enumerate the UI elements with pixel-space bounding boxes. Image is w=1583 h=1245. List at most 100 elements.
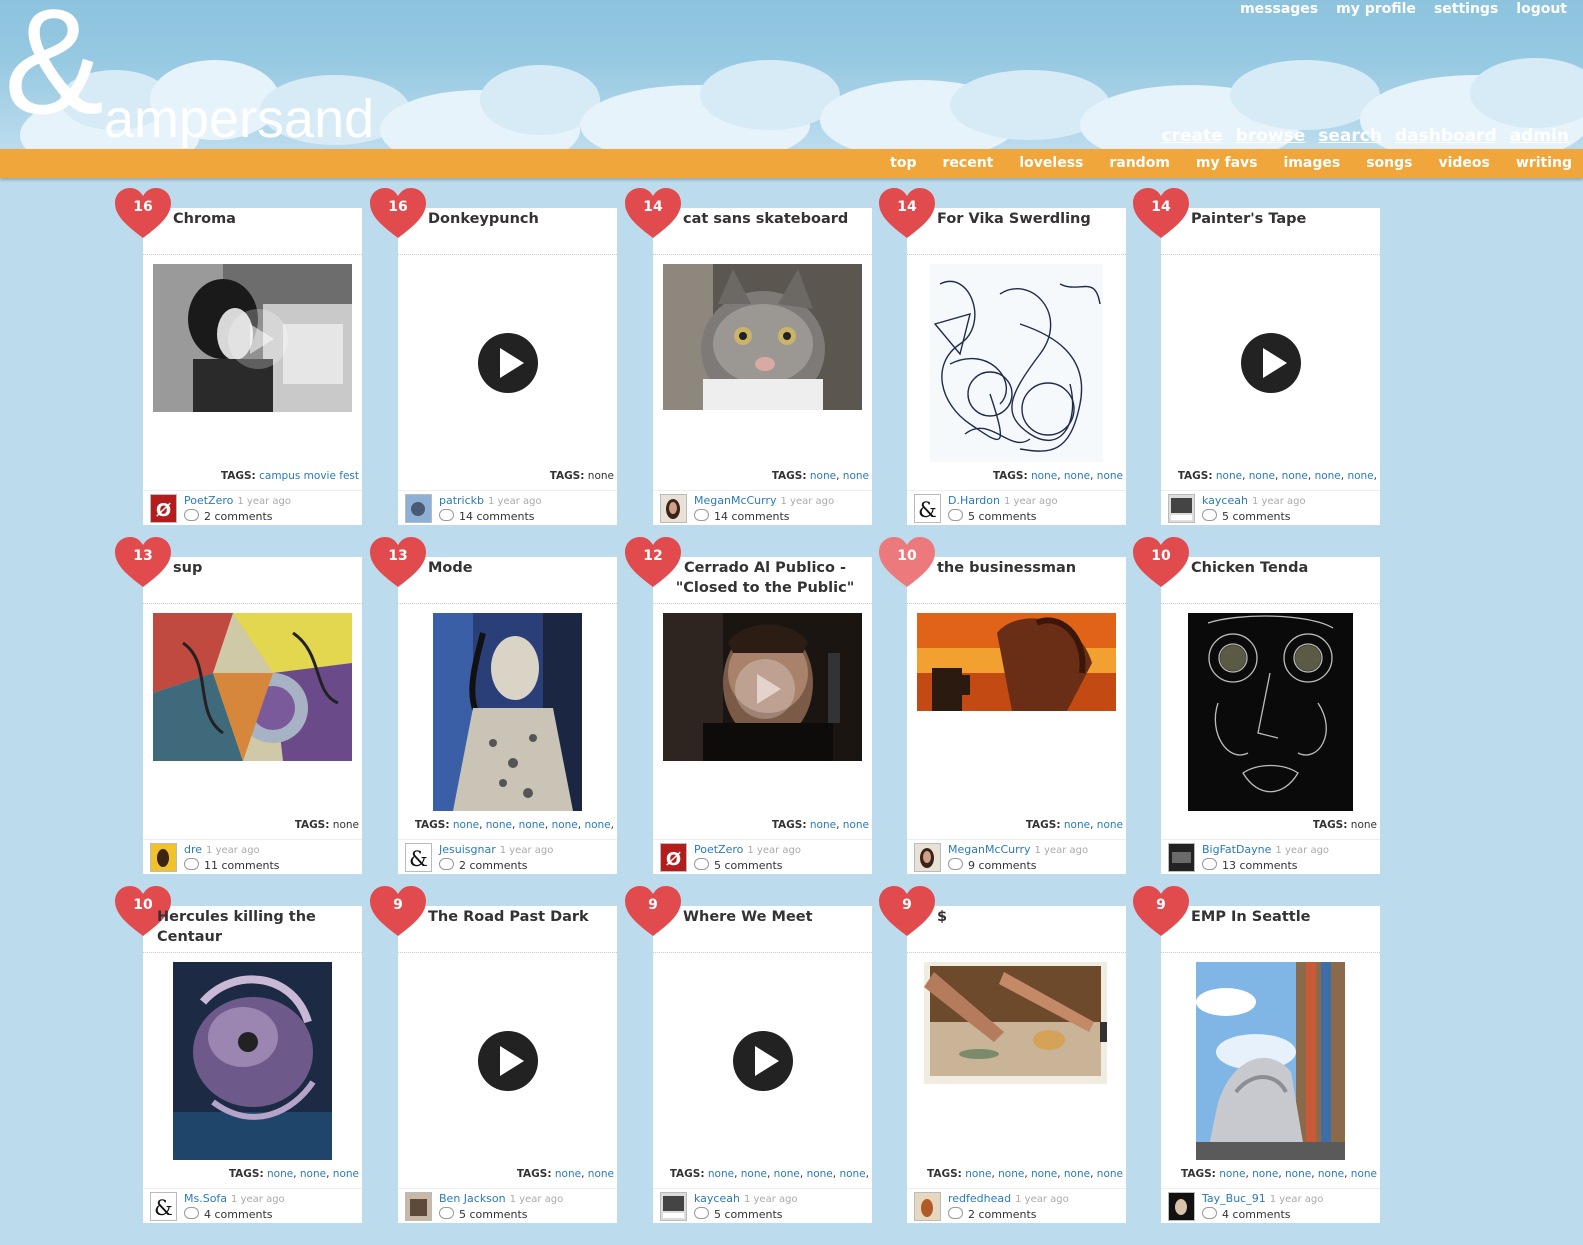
author-link[interactable]: Tay_Buc_91 bbox=[1202, 1192, 1266, 1205]
post-title[interactable]: Chroma bbox=[173, 211, 236, 227]
like-heart-icon[interactable]: 16 bbox=[368, 188, 428, 240]
author-link[interactable]: patrickb bbox=[439, 494, 485, 507]
play-overlay-icon[interactable] bbox=[735, 659, 795, 719]
post-card[interactable]: 16 Donkeypunch TAGS: none patrickb 1 year ag… bbox=[370, 188, 617, 525]
tag-link[interactable]: none bbox=[485, 819, 512, 831]
post-thumbnail[interactable] bbox=[153, 264, 352, 412]
comments-link[interactable]: 2 comments bbox=[439, 858, 528, 872]
post-card[interactable]: 14 Painter's Tape TAGS: none, none, none, … bbox=[1133, 188, 1380, 525]
nav-settings[interactable]: settings bbox=[1433, 1, 1499, 17]
tag-link[interactable]: none bbox=[1031, 1168, 1058, 1180]
post-thumbnail[interactable] bbox=[930, 264, 1103, 462]
author-link[interactable]: PoetZero bbox=[694, 843, 744, 856]
tag-link[interactable]: none bbox=[332, 1168, 359, 1180]
avatar[interactable]: & bbox=[150, 1192, 177, 1221]
author-link[interactable]: redfedhead bbox=[948, 1192, 1012, 1205]
post-card[interactable]: 9 $ TAGS: none, none, none, none, none redf… bbox=[879, 886, 1126, 1223]
play-button-icon[interactable] bbox=[733, 1031, 793, 1091]
comments-link[interactable]: 5 comments bbox=[694, 858, 783, 872]
like-heart-icon[interactable]: 10 bbox=[113, 886, 173, 938]
nav-dashboard[interactable]: dashboard bbox=[1394, 126, 1497, 146]
tag-link[interactable]: campus movie fest bbox=[259, 470, 359, 482]
post-title[interactable]: Chicken Tenda bbox=[1191, 560, 1309, 576]
comments-link[interactable]: 5 comments bbox=[1202, 509, 1291, 523]
tag-link[interactable]: none bbox=[587, 1168, 614, 1180]
like-heart-icon[interactable]: 9 bbox=[623, 886, 683, 938]
comments-link[interactable]: 13 comments bbox=[1202, 858, 1298, 872]
tag-link[interactable]: none bbox=[1063, 1168, 1091, 1180]
comments-link[interactable]: 2 comments bbox=[948, 1207, 1037, 1221]
nav-create[interactable]: create bbox=[1161, 126, 1223, 146]
comments-link[interactable]: 14 comments bbox=[694, 509, 790, 523]
author-link[interactable]: Ms.Sofa bbox=[184, 1192, 228, 1205]
post-title[interactable]: Donkeypunch bbox=[428, 211, 539, 227]
post-card[interactable]: 16 Chroma TAGS: campus movie fest Ø PoetZero… bbox=[115, 188, 362, 525]
post-title[interactable]: sup bbox=[173, 560, 203, 576]
post-thumbnail[interactable] bbox=[663, 613, 862, 761]
post-card[interactable]: 13 Mode TAGS: none, none, none, none, none… bbox=[370, 537, 617, 874]
filter-songs[interactable]: songs bbox=[1366, 155, 1413, 171]
tag-link[interactable]: none bbox=[809, 470, 837, 482]
post-card[interactable]: 14 cat sans skateboard TAGS: none, none Meg… bbox=[625, 188, 872, 525]
author-link[interactable]: kayceah bbox=[694, 1192, 740, 1205]
filter-recent[interactable]: recent bbox=[942, 155, 994, 171]
post-title[interactable]: For Vika Swerdling bbox=[937, 211, 1091, 227]
tag-link[interactable]: none bbox=[1314, 470, 1341, 482]
avatar[interactable] bbox=[660, 494, 687, 523]
comments-link[interactable]: 9 comments bbox=[948, 858, 1037, 872]
avatar[interactable] bbox=[405, 494, 432, 523]
post-thumbnail[interactable] bbox=[1188, 613, 1353, 811]
post-title[interactable]: cat sans skateboard bbox=[683, 211, 849, 227]
post-card[interactable]: 10 Chicken Tenda TAGS: none BigFatDayne 1 ye… bbox=[1133, 537, 1380, 874]
post-card[interactable]: 9 EMP In Seattle TAGS: none, none, none, n… bbox=[1133, 886, 1380, 1223]
logo-wordmark[interactable]: ampersand bbox=[104, 89, 375, 149]
post-title[interactable]: Hercules killing the Centaur bbox=[157, 909, 316, 945]
tag-link[interactable]: none bbox=[1350, 1168, 1377, 1180]
post-title[interactable]: Mode bbox=[428, 560, 473, 576]
play-button-icon[interactable] bbox=[1241, 333, 1301, 393]
tag-link[interactable]: none bbox=[452, 819, 480, 831]
author-link[interactable]: BigFatDayne bbox=[1202, 843, 1272, 856]
tag-link[interactable]: none bbox=[998, 1168, 1025, 1180]
tag-link[interactable]: none bbox=[1285, 1168, 1312, 1180]
post-title[interactable]: Painter's Tape bbox=[1191, 211, 1307, 227]
filter-top[interactable]: top bbox=[890, 155, 917, 171]
like-heart-icon[interactable]: 14 bbox=[877, 188, 937, 240]
post-thumbnail[interactable] bbox=[663, 264, 862, 410]
post-title[interactable]: EMP In Seattle bbox=[1191, 909, 1311, 925]
avatar[interactable] bbox=[660, 1192, 687, 1221]
filter-my-favs[interactable]: my favs bbox=[1195, 155, 1258, 171]
post-thumbnail[interactable] bbox=[1196, 962, 1345, 1160]
tag-link[interactable]: none bbox=[1252, 1168, 1279, 1180]
tag-link[interactable]: none bbox=[1317, 1168, 1345, 1180]
comments-link[interactable]: 5 comments bbox=[439, 1207, 528, 1221]
comments-link[interactable]: 5 comments bbox=[948, 509, 1037, 523]
tag-link[interactable]: none bbox=[773, 1168, 800, 1180]
author-link[interactable]: Jesuisgnar bbox=[439, 843, 496, 856]
tag-link[interactable]: none bbox=[842, 819, 869, 831]
filter-random[interactable]: random bbox=[1109, 155, 1170, 171]
like-heart-icon[interactable]: 14 bbox=[623, 188, 683, 240]
post-card[interactable]: 9 The Road Past Dark TAGS: none, none Ben J… bbox=[370, 886, 617, 1223]
avatar[interactable] bbox=[1168, 494, 1195, 523]
like-heart-icon[interactable]: 10 bbox=[1131, 537, 1191, 589]
avatar[interactable] bbox=[1168, 843, 1195, 872]
tag-link[interactable]: none bbox=[1031, 470, 1058, 482]
post-title[interactable]: The Road Past Dark bbox=[428, 909, 589, 925]
author-link[interactable]: PoetZero bbox=[184, 494, 234, 507]
author-link[interactable]: Ben Jackson bbox=[439, 1192, 506, 1205]
nav-messages[interactable]: messages bbox=[1240, 1, 1319, 17]
logo-ampersand-icon[interactable]: & bbox=[4, 0, 105, 145]
tag-link[interactable]: none bbox=[965, 1168, 992, 1180]
tag-link[interactable]: none bbox=[299, 1168, 327, 1180]
nav-my-profile[interactable]: my profile bbox=[1336, 1, 1416, 17]
tag-link[interactable]: none bbox=[839, 1168, 866, 1180]
post-card[interactable]: 14 For Vika Swerdling TAGS: none, none, no… bbox=[879, 188, 1126, 525]
like-heart-icon[interactable]: 10 bbox=[877, 537, 937, 589]
post-thumbnail[interactable] bbox=[173, 962, 332, 1160]
nav-browse[interactable]: browse bbox=[1235, 126, 1306, 146]
comments-link[interactable]: 5 comments bbox=[694, 1207, 783, 1221]
tag-link[interactable]: none bbox=[1096, 1168, 1123, 1180]
post-title[interactable]: $ bbox=[937, 909, 948, 925]
tag-link[interactable]: none bbox=[842, 470, 869, 482]
